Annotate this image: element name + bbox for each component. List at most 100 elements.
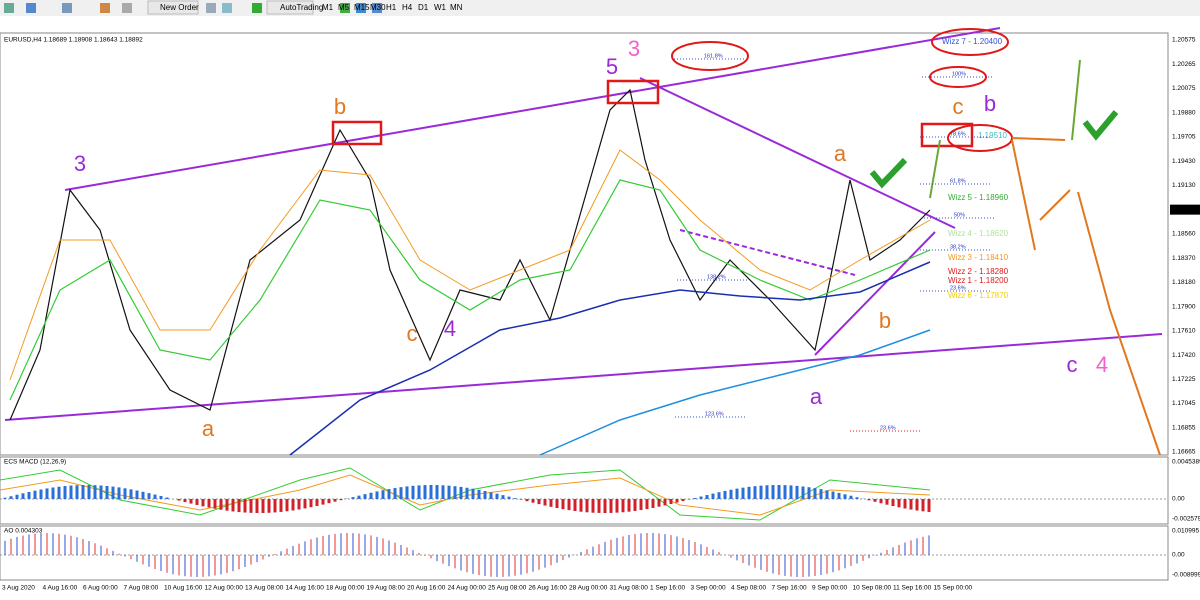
fib-label: 23.6%: [950, 285, 966, 291]
macd-panel: [0, 456, 1169, 525]
time-label: 7 Sep 16:00: [772, 585, 807, 592]
wizz-label: Wizz 2 - 1.18280: [948, 267, 1009, 276]
fib-label: 123.6%: [705, 411, 724, 417]
time-label: 26 Aug 16:00: [529, 585, 568, 592]
time-label: 4 Sep 08:00: [731, 585, 766, 592]
price-label: 1.19705: [1172, 134, 1196, 141]
wizz-label: Wizz 4 - 1.18620: [948, 229, 1009, 238]
wave-label: a: [810, 384, 823, 409]
time-label: 4 Aug 16:00: [43, 585, 78, 592]
fib-label: 161.8%: [704, 53, 723, 59]
macd-axis-label: 0.00: [1172, 496, 1185, 503]
wave-label: b: [334, 94, 346, 119]
macd-axis-label: 0.0045389: [1172, 459, 1200, 466]
time-label: 1 Sep 16:00: [650, 585, 685, 592]
wizz-label: 1.19510: [978, 131, 1007, 140]
toolbar-icons: [4, 3, 382, 13]
timeframe[interactable]: M5: [338, 3, 350, 12]
ao-axis-label: 0.010995: [1172, 528, 1199, 535]
wizz-label: Wizz 5 - 1.18960: [948, 193, 1009, 202]
macd-title: ECS MACD (12,26,9): [4, 459, 66, 466]
price-label: 1.16855: [1172, 424, 1196, 431]
time-label: 12 Aug 00:00: [205, 585, 244, 592]
time-label: 9 Sep 00:00: [812, 585, 847, 592]
timeframe[interactable]: M15: [354, 3, 370, 12]
price-label: 1.19880: [1172, 109, 1196, 116]
time-label: 10 Sep 08:00: [853, 585, 892, 592]
wizz-label: Wizz 3 - 1.18410: [948, 253, 1009, 262]
price-label: 1.19130: [1172, 182, 1196, 189]
price-label: 1.20265: [1172, 61, 1196, 68]
timeframe[interactable]: W1: [434, 3, 447, 12]
time-label: 24 Aug 00:00: [448, 585, 487, 592]
fib-label: 50%: [954, 212, 965, 218]
time-label: 6 Aug 00:00: [83, 585, 118, 592]
wizz-label: Wizz 6 - 1.17870: [948, 291, 1009, 300]
wave-label: b: [879, 308, 891, 333]
time-label: 7 Aug 08:00: [124, 585, 159, 592]
autotrading-button[interactable]: [266, 0, 314, 15]
current-price-box: [1170, 204, 1200, 215]
wizz-label: Wizz 7 - 1.20400: [942, 37, 1003, 46]
wave-label: 3: [628, 36, 640, 61]
wave-label: 4: [444, 316, 456, 341]
autotrading[interactable]: AutoTrading: [280, 3, 323, 12]
time-label: 20 Aug 16:00: [407, 585, 446, 592]
price-label: 1.17900: [1172, 303, 1196, 310]
fib-label: 100%: [952, 71, 966, 77]
time-label: 15 Sep 00:00: [934, 585, 973, 592]
price-label: 1.17420: [1172, 352, 1196, 359]
price-label: 1.19430: [1172, 158, 1196, 165]
fib-label: 38.2%: [950, 244, 966, 250]
timeframe[interactable]: H1: [386, 3, 397, 12]
timeframe[interactable]: M1: [322, 3, 334, 12]
fib-label: 78.6%: [950, 131, 966, 137]
time-label: 28 Aug 00:00: [569, 585, 608, 592]
chart-header: EURUSD,H4 1.18689 1.18908 1.18643 1.1889…: [4, 37, 143, 44]
time-label: 10 Aug 16:00: [164, 585, 203, 592]
price-label: 1.18370: [1172, 255, 1196, 262]
timeframe[interactable]: H4: [402, 3, 413, 12]
wave-label: c: [407, 321, 418, 346]
new-order[interactable]: New Order: [160, 3, 199, 12]
time-label: 3 Sep 00:00: [691, 585, 726, 592]
time-label: 3 Aug 2020: [2, 585, 35, 592]
price-label: 1.16665: [1172, 449, 1196, 456]
ao-title: AO 0.004303: [4, 528, 43, 535]
time-label: 19 Aug 08:00: [367, 585, 406, 592]
time-label: 14 Aug 16:00: [286, 585, 325, 592]
ao-axis-label: 0.00: [1172, 552, 1185, 559]
price-label: 1.20075: [1172, 85, 1196, 92]
wave-label: 5: [606, 54, 618, 79]
price-label: 1.18180: [1172, 279, 1196, 286]
wave-label: 4: [1096, 352, 1108, 377]
chart-drawings: [0, 27, 1168, 556]
time-label: 25 Aug 08:00: [488, 585, 527, 592]
wizz-label: Wizz 1 - 1.18200: [948, 276, 1009, 285]
wave-label: c: [1067, 352, 1078, 377]
fib-label: 61.8%: [950, 178, 966, 184]
price-label: 1.20575: [1172, 37, 1196, 44]
new-order-button[interactable]: [147, 0, 199, 15]
wave-label: 3: [74, 151, 86, 176]
ao-axis-label: -0.008999: [1172, 572, 1200, 579]
price-label: 1.17610: [1172, 328, 1196, 335]
wave-label: c: [953, 94, 964, 119]
fib-label: 23.6%: [880, 425, 896, 431]
time-label: 11 Sep 16:00: [893, 585, 932, 592]
timeframe[interactable]: D1: [418, 3, 429, 12]
price-label: 1.18560: [1172, 231, 1196, 238]
timeframe[interactable]: M30: [370, 3, 386, 12]
time-label: 31 Aug 08:00: [610, 585, 649, 592]
fib-label: 138.2%: [707, 274, 726, 280]
price-label: 1.17225: [1172, 376, 1196, 383]
time-label: 18 Aug 00:00: [326, 585, 365, 592]
ao-panel: [0, 525, 1169, 581]
timeframe[interactable]: MN: [450, 3, 463, 12]
wave-label: b: [984, 91, 996, 116]
wave-label: a: [834, 141, 847, 166]
macd-axis-label: -0.002579: [1172, 516, 1200, 523]
time-label: 13 Aug 08:00: [245, 585, 284, 592]
